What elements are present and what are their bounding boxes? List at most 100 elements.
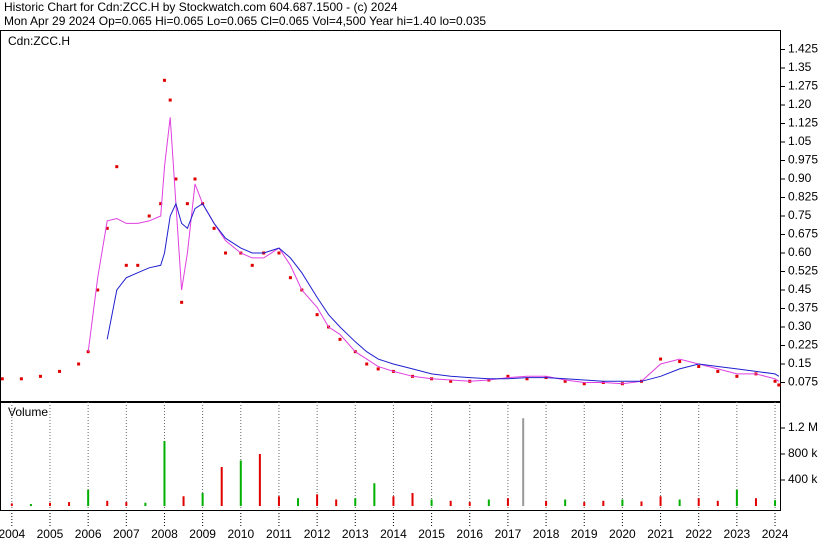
x-tick-label: 2009	[189, 527, 216, 541]
volume-bar	[678, 499, 681, 506]
price-point	[147, 214, 151, 218]
volume-bar	[373, 483, 376, 506]
volume-bar	[735, 489, 738, 506]
price-point	[38, 374, 42, 378]
y-tick-label: 0.525	[788, 264, 818, 278]
x-tick-label: 2007	[113, 527, 140, 541]
y-tick-label: 0.975	[788, 153, 818, 167]
moving-average	[87, 117, 780, 385]
volume-bar	[640, 501, 643, 506]
y-tick-label: 1.35	[788, 60, 812, 74]
volume-bar	[522, 418, 525, 506]
volume-bar	[48, 502, 51, 506]
y-tick-label: 0.675	[788, 227, 818, 241]
x-tick-label: 2017	[495, 527, 522, 541]
volume-bar	[545, 500, 548, 506]
volume-bar	[487, 499, 490, 506]
price-point	[697, 364, 701, 368]
x-tick-label: 2021	[647, 527, 674, 541]
x-tick-label: 2010	[227, 527, 254, 541]
y-tick-label: 1.275	[788, 79, 818, 93]
y-tick-label: 0.075	[788, 375, 818, 389]
volume-bar	[583, 502, 586, 506]
price-panel	[0, 30, 781, 402]
volume-bar	[754, 498, 757, 506]
chart-title: Historic Chart for Cdn:ZCC.H by Stockwat…	[4, 0, 398, 14]
price-point	[168, 98, 172, 102]
price-point	[277, 251, 281, 255]
x-tick-label: 2024	[762, 527, 789, 541]
volume-bar	[144, 502, 147, 506]
volume-bar	[354, 498, 357, 506]
volume-bar	[468, 502, 471, 506]
volume-bar	[10, 503, 13, 506]
volume-bar	[163, 441, 166, 506]
volume-bar	[430, 499, 433, 506]
price-point	[449, 379, 453, 383]
y-tick-label: 0.15	[788, 356, 812, 370]
volume-bar	[125, 502, 128, 506]
price-point	[224, 251, 228, 255]
price-point	[777, 383, 781, 387]
price-point	[96, 288, 100, 292]
volume-bar	[201, 493, 204, 506]
y-tick-label: 1.20	[788, 97, 812, 111]
price-point	[773, 379, 777, 383]
volume-bar	[258, 454, 261, 506]
x-tick-label: 2006	[75, 527, 102, 541]
y-tick-label: 0.825	[788, 190, 818, 204]
price-point	[315, 313, 319, 317]
price-point	[525, 377, 529, 381]
volume-bar	[106, 500, 109, 506]
volume-bar	[411, 493, 414, 506]
price-point	[77, 362, 81, 366]
x-tick-label: 2022	[685, 527, 712, 541]
moving-average	[106, 202, 780, 382]
price-point	[180, 300, 184, 304]
price-point	[136, 263, 140, 267]
volume-bar	[392, 496, 395, 506]
x-tick-label: 2014	[380, 527, 407, 541]
y-tick-label: 0.75	[788, 208, 812, 222]
y-tick-label: 1.425	[788, 42, 818, 56]
y-tick-label: 1.125	[788, 116, 818, 130]
volume-bar	[239, 460, 242, 506]
x-tick-label: 2011	[266, 527, 292, 541]
x-tick-label: 2004	[0, 527, 25, 541]
x-tick-label: 2023	[724, 527, 751, 541]
price-point	[124, 263, 128, 267]
volume-bar	[87, 489, 90, 506]
price-point	[735, 374, 739, 378]
volume-bar	[277, 496, 280, 506]
volume-bar	[335, 499, 338, 506]
price-point	[185, 202, 189, 206]
price-point	[105, 226, 109, 230]
y-tick-label: 0.30	[788, 319, 812, 333]
y-tick-label: 0.375	[788, 301, 818, 315]
price-point	[506, 374, 510, 378]
symbol-label: Cdn:ZCC.H	[8, 34, 70, 48]
y-tick-label: 400 k	[788, 472, 818, 486]
x-tick-label: 2005	[37, 527, 64, 541]
y-tick-label: 0.60	[788, 245, 812, 259]
x-tick-label: 2008	[151, 527, 178, 541]
y-tick-label: 1.05	[788, 134, 812, 148]
y-tick-label: 1.2 M	[788, 420, 818, 434]
volume-bar	[182, 496, 185, 506]
x-tick-label: 2012	[304, 527, 331, 541]
price-point	[19, 377, 23, 381]
volume-bar	[716, 500, 719, 506]
y-tick-label: 0.90	[788, 171, 812, 185]
volume-bar	[68, 502, 71, 506]
price-point	[174, 177, 178, 181]
volume-bar	[316, 494, 319, 506]
volume-bar	[774, 500, 777, 506]
volume-title: Volume	[8, 405, 48, 419]
volume-bar	[29, 504, 32, 506]
y-tick-label: 0.225	[788, 338, 818, 352]
x-tick-label: 2020	[609, 527, 636, 541]
chart-subtitle: Mon Apr 29 2024 Op=0.065 Hi=0.065 Lo=0.0…	[4, 14, 486, 28]
price-point	[212, 226, 216, 230]
volume-bar	[506, 498, 509, 506]
